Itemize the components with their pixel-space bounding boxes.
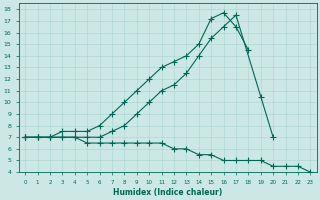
X-axis label: Humidex (Indice chaleur): Humidex (Indice chaleur) bbox=[113, 188, 222, 197]
